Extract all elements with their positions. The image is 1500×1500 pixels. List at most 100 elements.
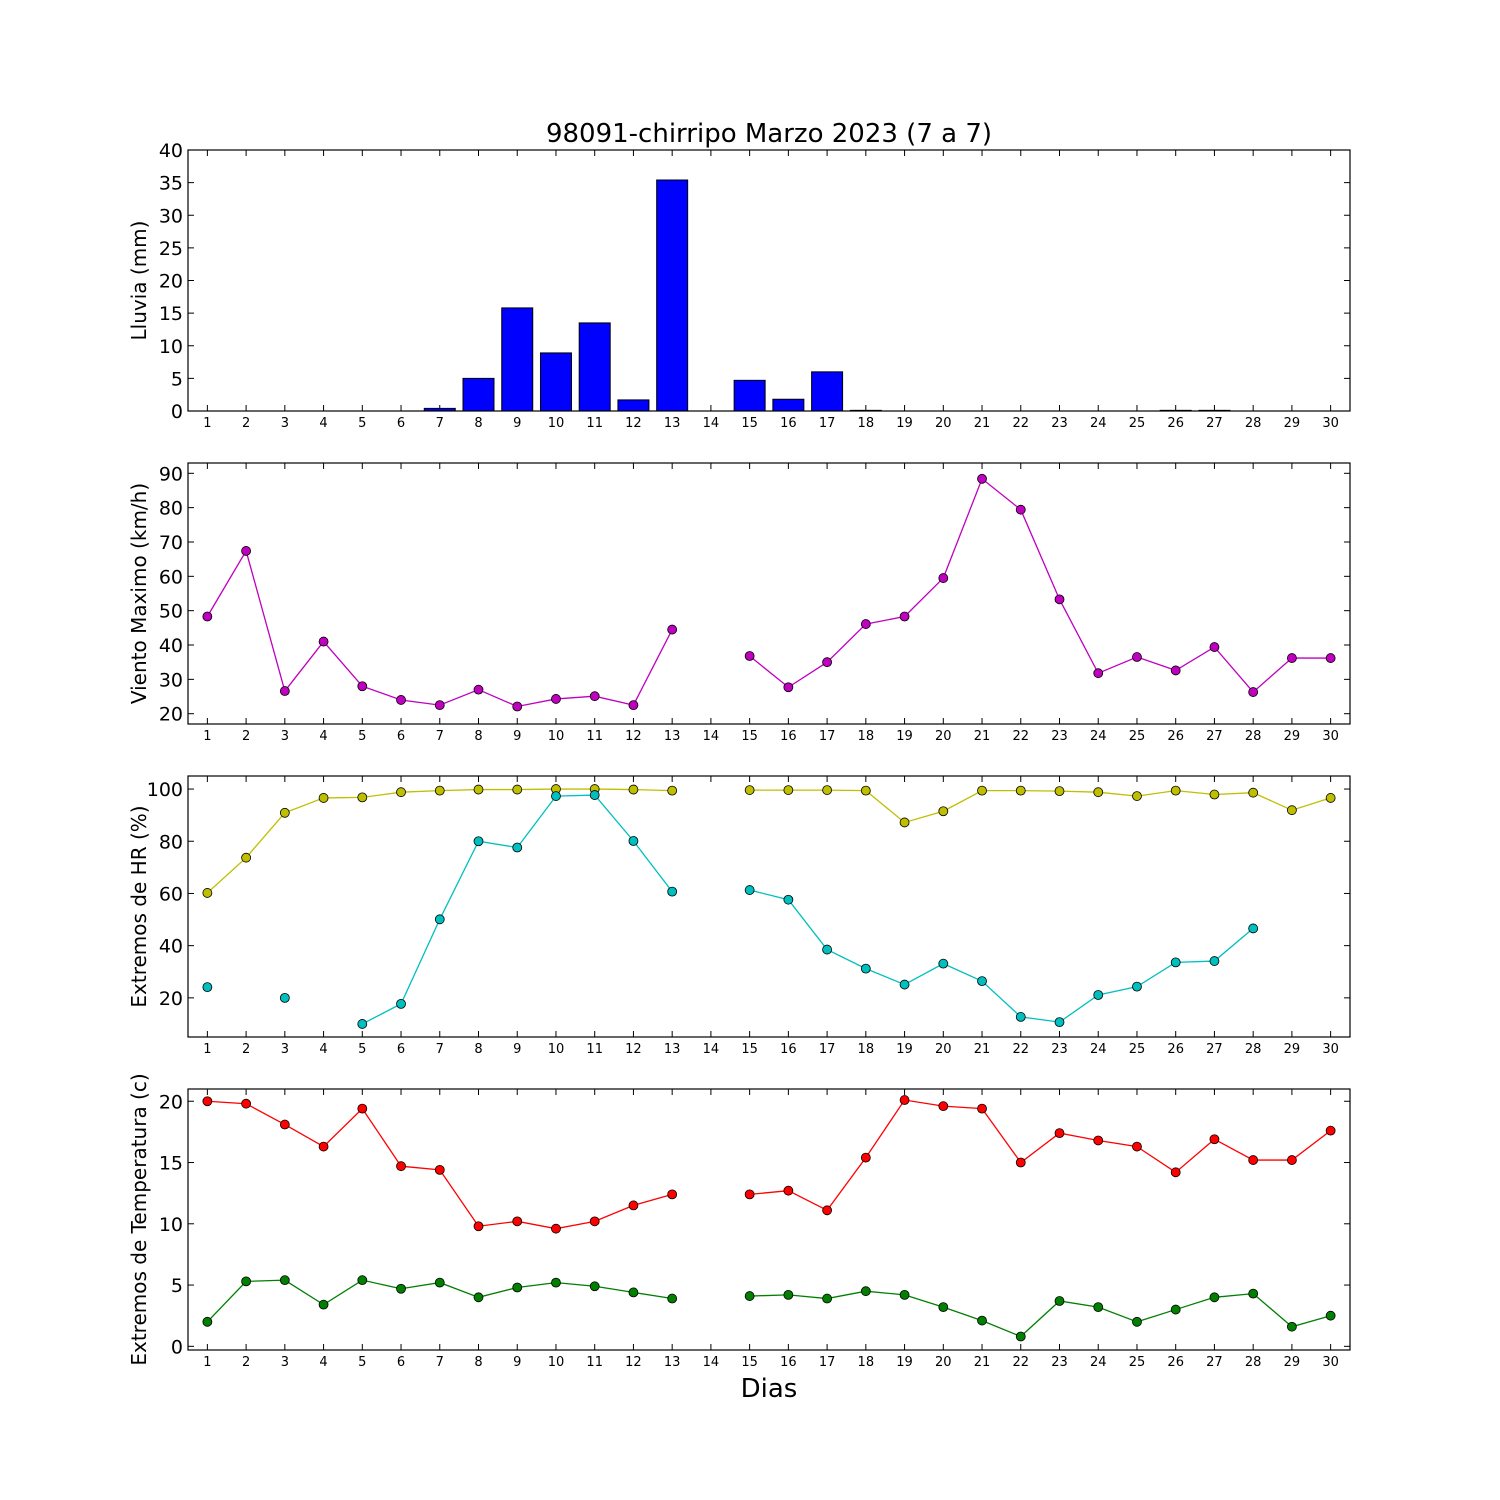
x-tick-label: 22 (1012, 416, 1029, 431)
data-point-day-1 (202, 611, 213, 622)
x-tick-label: 7 (436, 1042, 444, 1057)
data-point-day-20 (938, 1101, 949, 1112)
data-point-day-13 (667, 785, 678, 796)
series-line-temperature-0 (749, 1099, 1332, 1212)
x-tick-label: 28 (1245, 1355, 1262, 1370)
data-point-day-5 (357, 792, 368, 803)
data-point-day-23 (1054, 1017, 1065, 1028)
x-tick-label: 4 (319, 416, 327, 431)
data-point-day-7 (434, 1277, 445, 1288)
bar-day-13 (656, 179, 689, 412)
data-point-day-12 (628, 700, 639, 711)
data-point-day-13 (667, 886, 678, 897)
data-point-day-22 (1015, 1331, 1026, 1342)
x-tick-label: 13 (664, 1042, 681, 1057)
data-point-day-19 (899, 817, 910, 828)
data-point-day-15 (744, 1291, 755, 1301)
data-point-day-12 (628, 784, 639, 795)
y-tick-label: 40 (159, 635, 183, 657)
x-tick-label: 17 (819, 1355, 836, 1370)
x-tick-label: 17 (819, 1042, 836, 1057)
y-tick-label: 35 (159, 173, 183, 195)
y-tick-label: 20 (159, 704, 183, 726)
data-point-day-22 (1015, 1157, 1026, 1168)
x-tick-label: 25 (1129, 416, 1146, 431)
x-tick-label: 11 (586, 1042, 603, 1057)
data-point-day-6 (396, 998, 406, 1009)
x-tick-label: 26 (1167, 416, 1184, 431)
data-point-day-16 (783, 894, 794, 905)
x-tick-label: 30 (1322, 416, 1339, 431)
x-tick-label: 14 (703, 729, 720, 744)
x-tick-label: 2 (242, 729, 250, 744)
data-point-day-12 (628, 1200, 639, 1211)
data-point-day-27 (1209, 1134, 1220, 1145)
x-tick-label: 1 (203, 729, 211, 744)
data-point-day-15 (744, 1189, 755, 1200)
x-tick-label: 23 (1051, 729, 1068, 744)
data-point-day-29 (1287, 1321, 1297, 1332)
data-point-day-13 (667, 1189, 678, 1200)
data-point-day-5 (357, 1103, 368, 1114)
data-point-day-19 (899, 611, 910, 622)
x-tick-label: 6 (397, 1355, 405, 1370)
data-point-day-2 (241, 1098, 252, 1109)
y-axis-label-temperature: Extremos de Temperatura (c) (127, 1073, 151, 1365)
data-point-day-1 (202, 1096, 213, 1107)
x-tick-label: 27 (1206, 729, 1223, 744)
plot-frame (187, 775, 1351, 1038)
x-tick-label: 5 (358, 1355, 366, 1370)
bar-day-17 (811, 371, 844, 412)
data-point-day-4 (318, 1141, 329, 1152)
data-point-day-7 (434, 785, 445, 796)
x-tick-label: 5 (358, 416, 366, 431)
y-tick-label: 10 (159, 336, 183, 358)
x-tick-label: 26 (1167, 1355, 1184, 1370)
x-tick-label: 9 (513, 416, 521, 431)
data-point-day-28 (1248, 687, 1259, 697)
x-tick-label: 16 (780, 416, 797, 431)
x-tick-label: 26 (1167, 729, 1184, 744)
data-point-day-16 (783, 1289, 794, 1300)
x-tick-label: 16 (780, 1355, 797, 1370)
y-tick-label: 30 (159, 669, 183, 691)
x-tick-label: 15 (741, 1042, 758, 1057)
x-tick-label: 11 (586, 1355, 603, 1370)
plot-frame (187, 149, 1351, 412)
x-tick-label: 23 (1051, 416, 1068, 431)
data-point-day-19 (899, 979, 910, 990)
data-point-day-10 (551, 694, 561, 704)
data-point-day-10 (551, 791, 561, 801)
x-tick-label: 18 (858, 1042, 875, 1057)
bar-day-15 (733, 379, 766, 412)
y-tick-label: 0 (171, 401, 183, 423)
x-tick-label: 29 (1284, 416, 1301, 431)
bar-day-11 (578, 322, 611, 412)
x-tick-label: 12 (625, 729, 642, 744)
x-tick-label: 3 (281, 729, 289, 744)
data-point-day-10 (551, 1277, 561, 1288)
x-tick-label: 27 (1206, 1355, 1223, 1370)
data-point-day-1 (202, 982, 213, 993)
series-line-temperature-1 (749, 1290, 1331, 1338)
data-point-day-5 (357, 1275, 368, 1286)
data-point-day-16 (783, 785, 794, 795)
y-axis-label-wind: Viento Maximo (km/h) (127, 483, 151, 704)
data-point-day-19 (899, 1289, 910, 1300)
data-point-day-8 (473, 684, 484, 695)
data-point-day-25 (1132, 652, 1142, 662)
x-tick-label: 13 (664, 729, 681, 744)
x-tick-label: 9 (513, 1042, 521, 1057)
y-tick-label: 5 (171, 368, 183, 390)
x-tick-label: 9 (513, 729, 521, 744)
y-tick-label: 0 (171, 1336, 183, 1358)
x-tick-label: 8 (474, 1355, 482, 1370)
x-tick-label: 30 (1322, 1042, 1339, 1057)
data-point-day-17 (822, 944, 832, 955)
x-tick-label: 25 (1129, 1355, 1146, 1370)
data-point-day-12 (628, 1287, 639, 1298)
x-tick-label: 30 (1322, 729, 1339, 744)
data-point-day-20 (938, 1302, 949, 1313)
x-tick-label: 28 (1245, 1042, 1262, 1057)
